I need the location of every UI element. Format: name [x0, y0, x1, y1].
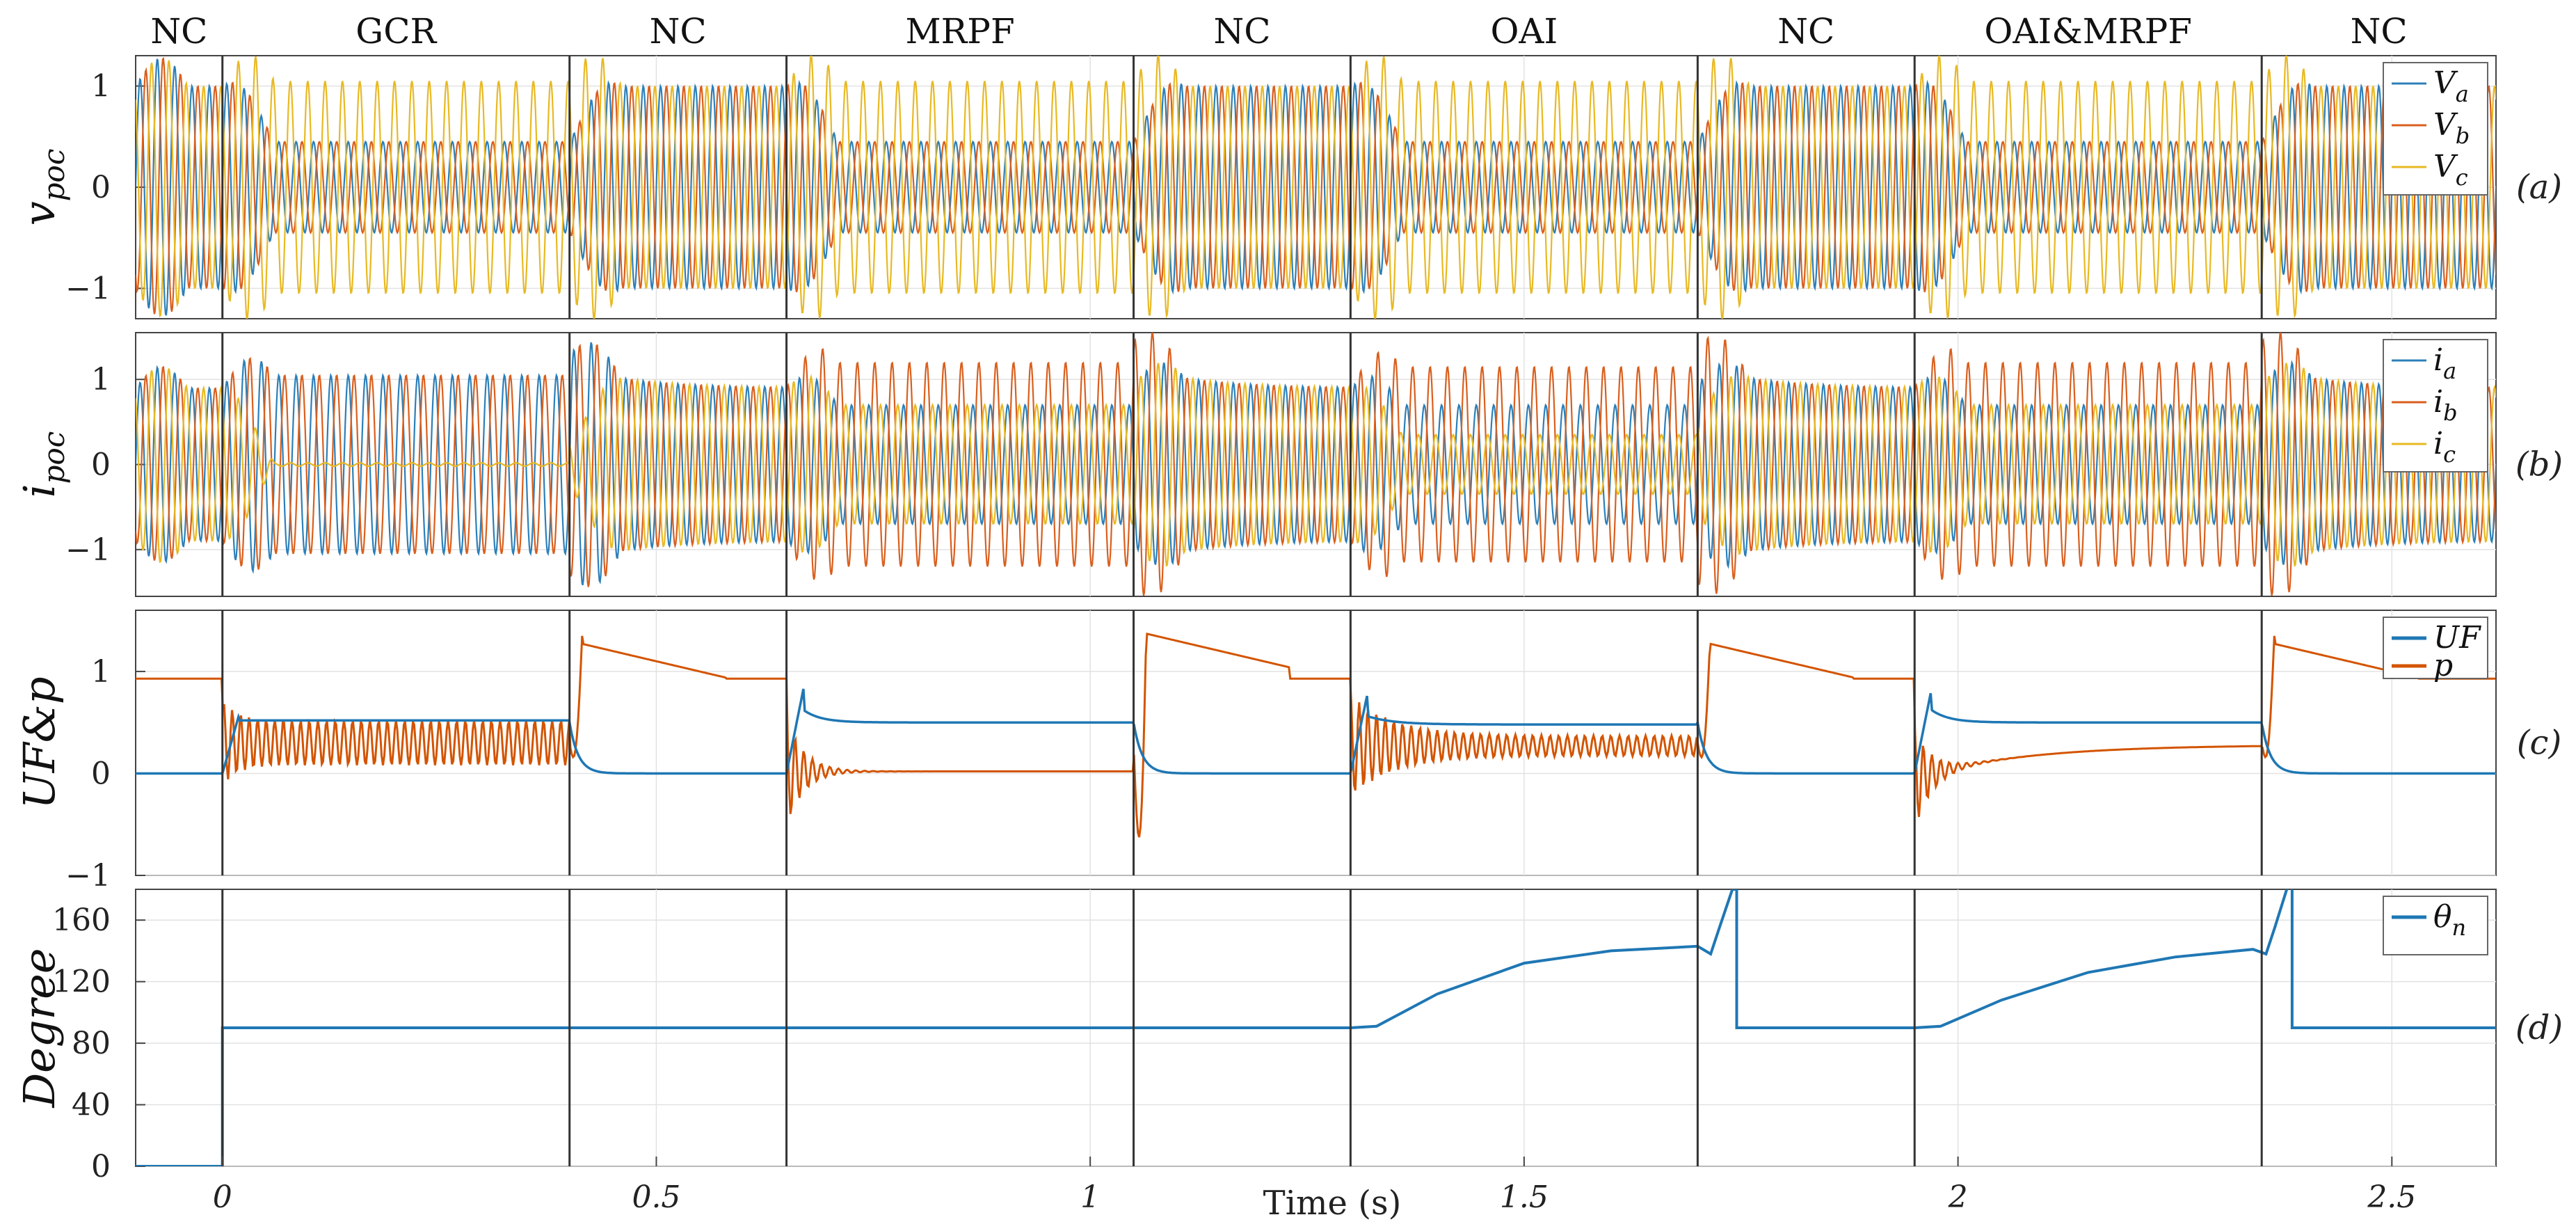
y-axis-title-main: UF&p [14, 676, 65, 809]
legend-entry: θn [2433, 899, 2466, 941]
segment-label: NC [150, 11, 207, 51]
y-axis-title-sub: poc [37, 431, 71, 484]
series-line-Vc [136, 56, 2496, 319]
y-tick-label: −1 [65, 271, 111, 306]
x-tick-label: 1 [1080, 1180, 1100, 1215]
legend-entry: Va [2433, 65, 2469, 107]
y-tick-label: 120 [52, 964, 111, 1000]
legend-entry: ib [2433, 384, 2458, 426]
y-tick-label: 160 [52, 903, 111, 938]
y-tick-label: 0 [91, 447, 111, 483]
legend-entry-sub: c [2456, 164, 2468, 191]
legend-entry: p [2433, 648, 2453, 683]
series-line-p [136, 633, 2496, 838]
legend-entry-name: i [2433, 384, 2443, 420]
series-line-Va [136, 58, 2496, 316]
y-tick-label: 0 [91, 1149, 111, 1184]
legend-entry-sub: b [2456, 122, 2470, 149]
segment-label: NC [650, 11, 707, 51]
panel-tag: (d) [2515, 1008, 2563, 1047]
segment-label: OAI&MRPF [1984, 11, 2192, 51]
series-line-theta [136, 889, 2496, 1166]
y-axis-title: Degree [14, 948, 65, 1108]
y-axis-title: vpoc [14, 149, 71, 226]
y-tick-label: −1 [65, 858, 111, 894]
panel-tag: (a) [2516, 168, 2562, 207]
legend-entry-sub: b [2443, 399, 2457, 426]
y-axis-title-main: Degree [14, 948, 65, 1108]
legend-entry-sub: a [2456, 81, 2469, 107]
x-tick-label: 0 [213, 1180, 232, 1215]
legend-entry-name: i [2433, 342, 2443, 378]
segment-label: MRPF [905, 11, 1014, 51]
legend: UFp [2383, 617, 2488, 683]
segment-label: NC [1777, 11, 1834, 51]
series-line-Vb [136, 56, 2496, 315]
panel-c: −1 0 1 UF&p (c) UFp [14, 610, 2561, 894]
legend-entry-name: θ [2433, 899, 2452, 935]
legend-entry-name: V [2433, 107, 2458, 143]
legend-entry: Vb [2433, 107, 2470, 149]
y-axis-title-main: v [14, 201, 65, 225]
x-tick-label: 0.5 [632, 1180, 680, 1215]
legend-entry-name: V [2433, 65, 2458, 101]
segment-label: OAI [1490, 11, 1558, 51]
x-axis-title: Time (s) [1263, 1184, 1402, 1223]
x-tick-label: 2.5 [2367, 1180, 2416, 1215]
series-line-UF [136, 688, 2496, 775]
legend-entry-name: V [2433, 149, 2458, 184]
legend-box [2383, 339, 2488, 472]
series-group [136, 633, 2496, 838]
y-tick-label: 1 [91, 69, 111, 104]
segment-label: GCR [355, 11, 437, 51]
segment-label: NC [1213, 11, 1270, 51]
legend-entry: ia [2433, 342, 2456, 384]
legend-box [2383, 62, 2488, 196]
series-group [136, 333, 2496, 596]
panel-tag: (b) [2515, 445, 2563, 484]
x-tick-label: 2 [1948, 1180, 1968, 1215]
legend-entry-sub: n [2452, 914, 2467, 941]
y-tick-label: 0 [91, 756, 111, 791]
legend-box [2383, 896, 2488, 955]
y-tick-label: −1 [65, 532, 111, 568]
y-axis-title-sub: poc [37, 149, 71, 202]
legend: θn [2383, 896, 2488, 955]
panel-d: 0 40 80 120 160 Degree (d) θn [14, 889, 2563, 1184]
y-axis-title: ipoc [14, 431, 71, 498]
series-line-ib [136, 333, 2496, 596]
y-axis-title-main: i [14, 484, 65, 498]
legend-entry-name: i [2433, 426, 2443, 461]
legend-entry: UF [2433, 620, 2481, 656]
y-tick-label: 0 [91, 170, 111, 205]
y-tick-label: 40 [72, 1088, 111, 1123]
y-tick-label: 80 [72, 1026, 111, 1061]
segment-label: NC [2351, 11, 2408, 51]
y-tick-label: 1 [91, 654, 111, 690]
legend-entry: Vc [2433, 149, 2468, 191]
series-group [136, 889, 2496, 1166]
y-tick-label: 1 [91, 362, 111, 397]
segment-labels: NC GCR NC MRPF NC OAI NC OAI&MRPF NC [150, 11, 2407, 51]
series-line-ic [136, 363, 2496, 567]
legend-entry-name: p [2433, 648, 2453, 683]
y-axis-title: UF&p [14, 676, 65, 809]
legend-entry-sub: a [2443, 358, 2456, 384]
series-group [136, 56, 2496, 319]
x-tick-label: 1.5 [1500, 1180, 1549, 1215]
legend-box [2383, 617, 2488, 679]
legend-entry: ic [2433, 426, 2456, 468]
panel-tag: (c) [2517, 724, 2561, 763]
legend-entry-sub: c [2443, 441, 2456, 468]
legend-entry-name: UF [2433, 620, 2481, 656]
series-line-ia [136, 342, 2496, 586]
